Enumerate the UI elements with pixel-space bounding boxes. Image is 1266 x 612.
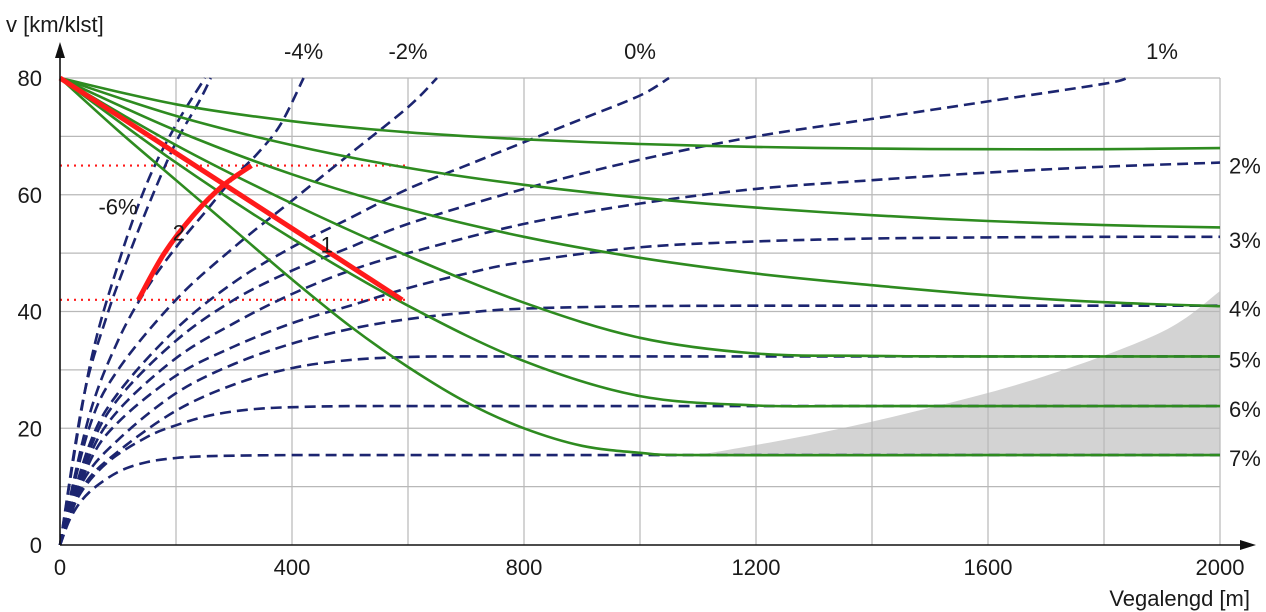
curve-label: -2% [388,39,427,64]
y-axis-arrow [55,42,65,58]
deceleration-curve [59,77,1220,457]
curve-label: 7% [1229,446,1261,471]
deceleration-curve [59,76,1221,229]
x-tick-label: 400 [274,555,311,580]
acceleration-curve [58,77,212,546]
reference-lines [60,164,408,301]
tick-labels: 0 400 800 1200 1600 2000 0 20 40 60 80 [18,66,1245,580]
curve-label: 2% [1229,154,1261,179]
acceleration-curve [58,77,305,546]
curve-label: 5% [1229,347,1261,372]
acceleration-curve [58,453,1220,546]
curve-label: 1% [1146,39,1178,64]
x-tick-label: 800 [506,555,543,580]
example-line [136,163,253,302]
acceleration-curve [58,235,1221,546]
deceleration-curve [59,76,1221,308]
acceleration-curve [58,77,438,546]
example-lines [58,75,404,302]
example-label: 2 [173,221,185,246]
acceleration-curve [58,77,207,546]
acceleration-curve [58,304,1220,546]
x-axis-label: Vegalengd [m] [1109,586,1250,611]
shaded-area [698,291,1220,456]
acceleration-curve [58,161,1221,546]
y-tick-label: 40 [18,300,42,325]
x-tick-label: 0 [54,555,66,580]
grid [60,77,1221,545]
x-tick-label: 1600 [964,555,1013,580]
y-axis-label: v [km/klst] [6,12,104,37]
acceleration-curve [58,76,670,546]
deceleration-curve [59,76,1221,151]
y-tick-label: 60 [18,183,42,208]
example-line [58,75,404,302]
x-tick-label: 2000 [1196,555,1245,580]
y-tick-label: 0 [30,533,42,558]
x-tick-label: 1200 [732,555,781,580]
axes [55,42,1256,550]
acceleration-curve [58,76,1128,546]
example-label: 1 [321,232,333,257]
y-tick-label: 20 [18,416,42,441]
curve-label: 3% [1229,228,1261,253]
curve-label: -4% [284,39,323,64]
shaded-region [698,291,1220,456]
curve-label: 6% [1229,397,1261,422]
y-tick-label: 80 [18,66,42,91]
annotations: -4% -2% 0% 1% 2% 3% 4% 5% 6% 7% -6% 2 1 [98,39,1260,471]
curve-label: -6% [98,194,137,219]
deceleration-curve [59,76,1220,408]
acceleration-curves [58,76,1221,546]
curve-label: 4% [1229,297,1261,322]
x-axis-arrow [1240,540,1256,550]
curve-label: 0% [624,39,656,64]
